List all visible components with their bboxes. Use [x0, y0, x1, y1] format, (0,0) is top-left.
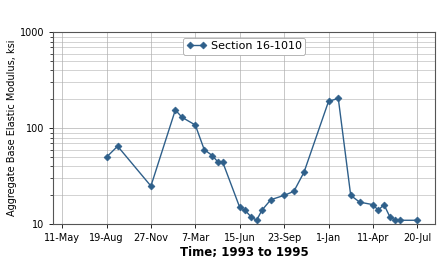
- Section 16-1010: [381, 203, 387, 206]
- Section 16-1010: [392, 219, 398, 222]
- Section 16-1010: [237, 206, 242, 209]
- Section 16-1010: [268, 198, 274, 201]
- Line: Section 16-1010: Section 16-1010: [104, 96, 420, 223]
- Section 16-1010: [179, 116, 185, 119]
- Section 16-1010: [348, 194, 353, 197]
- Section 16-1010: [291, 190, 297, 193]
- Section 16-1010: [282, 194, 287, 197]
- Section 16-1010: [254, 219, 259, 222]
- Section 16-1010: [115, 145, 120, 148]
- Y-axis label: Aggregate Base Elastic Modulus, ksi: Aggregate Base Elastic Modulus, ksi: [7, 40, 17, 217]
- Section 16-1010: [248, 215, 253, 218]
- Section 16-1010: [387, 215, 392, 218]
- Section 16-1010: [415, 219, 420, 222]
- Section 16-1010: [357, 201, 362, 204]
- X-axis label: Time; 1993 to 1995: Time; 1993 to 1995: [180, 246, 309, 259]
- Section 16-1010: [210, 154, 215, 157]
- Section 16-1010: [259, 209, 265, 212]
- Section 16-1010: [242, 209, 248, 212]
- Section 16-1010: [173, 108, 178, 111]
- Legend: Section 16-1010: Section 16-1010: [183, 38, 305, 55]
- Section 16-1010: [326, 100, 331, 103]
- Section 16-1010: [301, 171, 307, 174]
- Section 16-1010: [376, 209, 381, 212]
- Section 16-1010: [370, 203, 376, 206]
- Section 16-1010: [220, 161, 225, 164]
- Section 16-1010: [398, 219, 403, 222]
- Section 16-1010: [193, 123, 198, 127]
- Section 16-1010: [215, 160, 220, 163]
- Section 16-1010: [202, 148, 207, 151]
- Section 16-1010: [335, 97, 341, 100]
- Section 16-1010: [148, 184, 153, 188]
- Section 16-1010: [104, 156, 109, 159]
